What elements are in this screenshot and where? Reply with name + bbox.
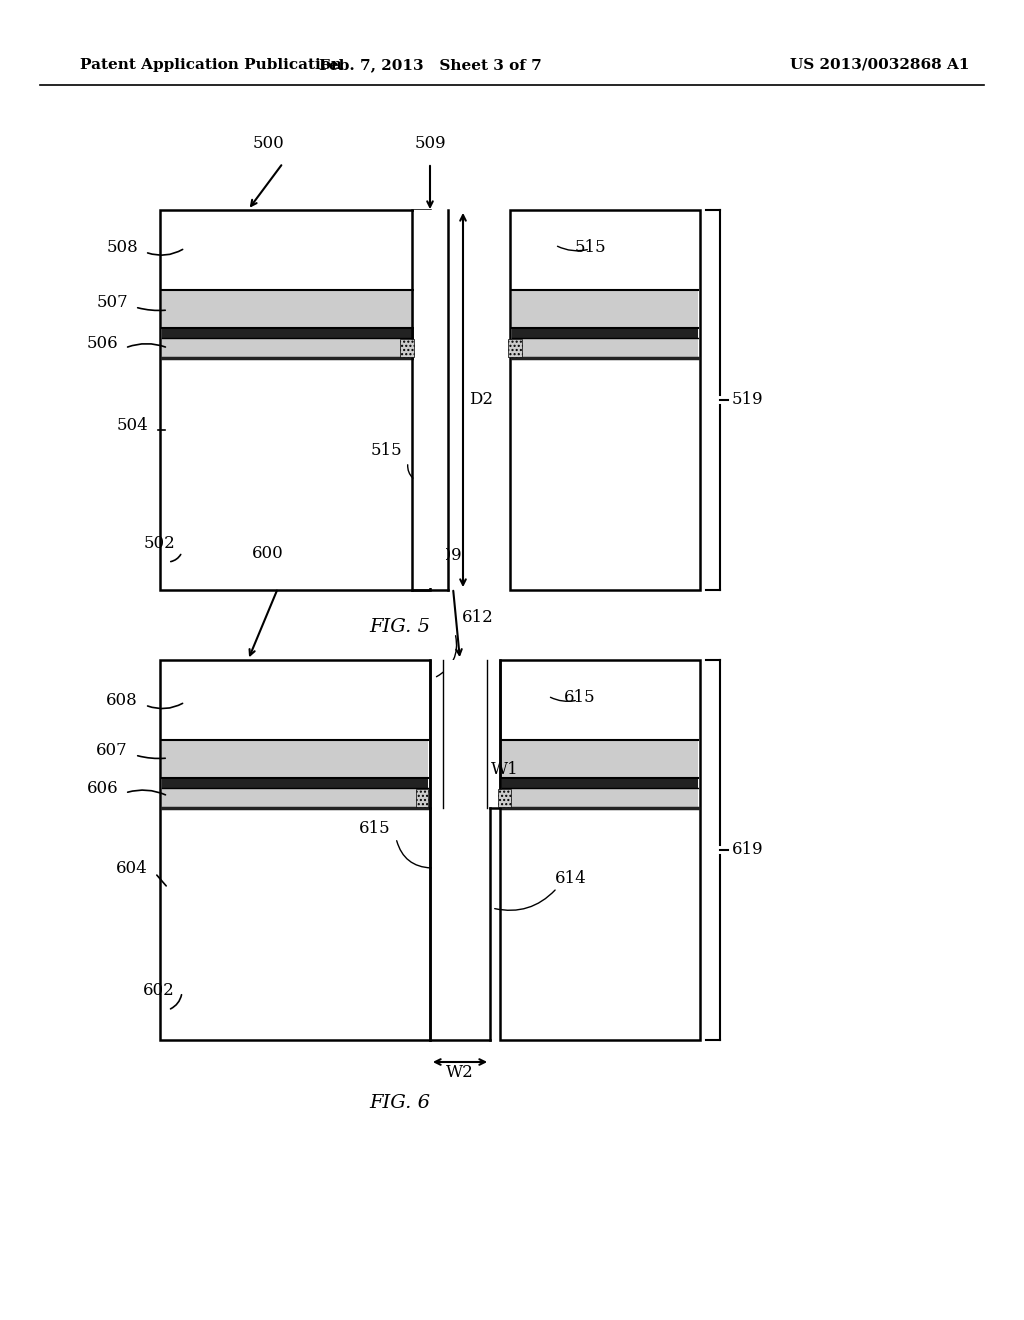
Polygon shape xyxy=(502,777,698,788)
Polygon shape xyxy=(510,210,700,590)
Text: 500: 500 xyxy=(252,135,284,152)
Polygon shape xyxy=(162,290,428,327)
Text: 602: 602 xyxy=(143,982,175,999)
Polygon shape xyxy=(162,327,428,338)
Text: 506: 506 xyxy=(86,335,118,352)
Text: W1: W1 xyxy=(490,762,519,777)
Text: 504: 504 xyxy=(117,417,148,434)
Text: 604: 604 xyxy=(117,861,148,876)
Polygon shape xyxy=(502,741,698,777)
Text: 615: 615 xyxy=(358,820,390,837)
Text: Feb. 7, 2013   Sheet 3 of 7: Feb. 7, 2013 Sheet 3 of 7 xyxy=(318,58,542,73)
Text: 619: 619 xyxy=(732,842,764,858)
Polygon shape xyxy=(512,327,698,338)
Polygon shape xyxy=(400,339,414,356)
Text: 614: 614 xyxy=(555,870,587,887)
Polygon shape xyxy=(444,660,486,808)
Text: W2: W2 xyxy=(446,1064,474,1081)
Text: 609: 609 xyxy=(431,546,463,564)
Text: US 2013/0032868 A1: US 2013/0032868 A1 xyxy=(790,58,970,73)
Polygon shape xyxy=(162,777,428,788)
Polygon shape xyxy=(498,789,511,807)
Polygon shape xyxy=(432,808,488,1038)
Polygon shape xyxy=(162,338,428,358)
Text: 612: 612 xyxy=(462,609,494,626)
Polygon shape xyxy=(160,210,430,590)
Polygon shape xyxy=(416,789,428,807)
Polygon shape xyxy=(162,741,428,777)
Polygon shape xyxy=(512,290,698,327)
Text: 515: 515 xyxy=(371,442,402,459)
Text: 606: 606 xyxy=(86,780,118,797)
Text: 508: 508 xyxy=(106,239,138,256)
Polygon shape xyxy=(512,338,698,358)
Text: 608: 608 xyxy=(106,692,138,709)
Text: 502: 502 xyxy=(143,535,175,552)
Text: 615: 615 xyxy=(564,689,596,706)
Text: 507: 507 xyxy=(96,294,128,312)
Text: 607: 607 xyxy=(96,742,128,759)
Text: 509: 509 xyxy=(414,135,445,152)
Polygon shape xyxy=(502,788,698,808)
Text: 600: 600 xyxy=(252,545,284,562)
Text: 515: 515 xyxy=(574,239,606,256)
Polygon shape xyxy=(160,660,430,1040)
Text: FIG. 6: FIG. 6 xyxy=(370,1094,430,1111)
Polygon shape xyxy=(162,788,428,808)
Text: FIG. 5: FIG. 5 xyxy=(370,618,430,636)
Text: 519: 519 xyxy=(732,392,764,408)
Polygon shape xyxy=(508,339,522,356)
Polygon shape xyxy=(500,660,700,1040)
Text: Patent Application Publication: Patent Application Publication xyxy=(80,58,342,73)
Text: D2: D2 xyxy=(469,392,493,408)
Polygon shape xyxy=(414,210,446,587)
